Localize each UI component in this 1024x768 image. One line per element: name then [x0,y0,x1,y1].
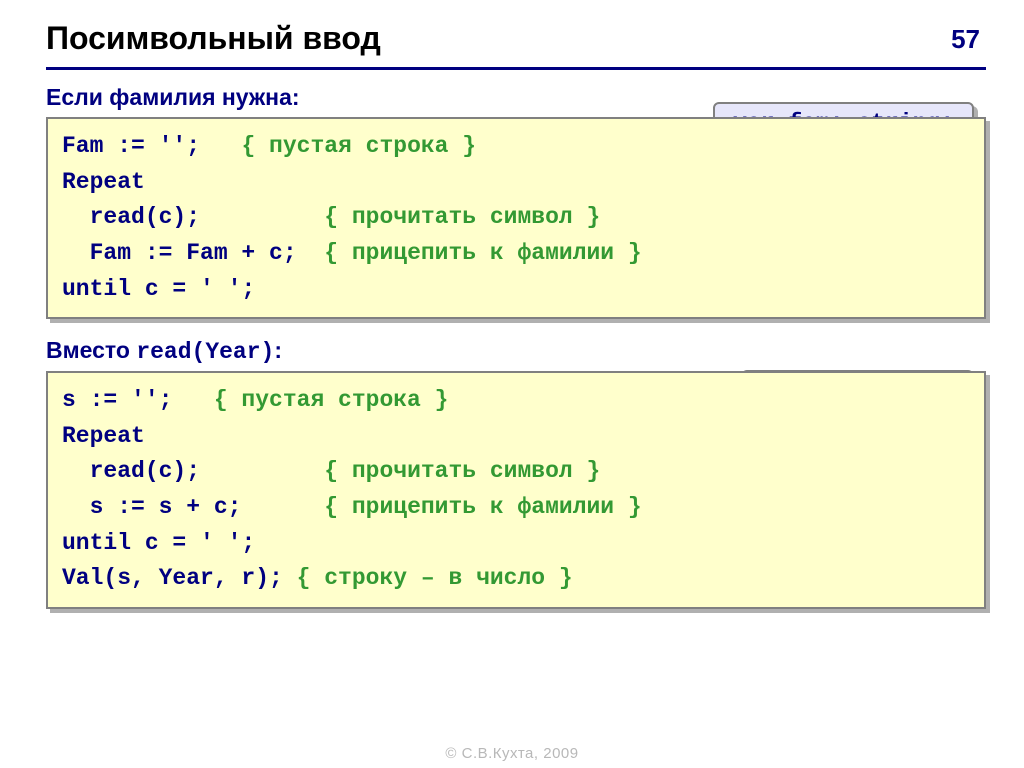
codebox-1: Fam := ''; { пустая строка } Repeat read… [46,117,986,319]
code-comment: { пустая строка } [214,387,449,413]
code-text: Fam := ''; [62,133,241,159]
code-comment: { прицепить к фамилии } [324,494,641,520]
heading-post: : [274,337,282,363]
code-text: until c = ' '; [62,276,255,302]
code-comment: { пустая строка } [241,133,476,159]
code-text: Val(s, Year, r); [62,565,297,591]
code-text: s := s + c; [62,494,324,520]
codebox-2: s := ''; { пустая строка } Repeat read(c… [46,371,986,609]
section2-heading: Вместо read(Year): [46,337,986,365]
footer-copyright: © С.В.Кухта, 2009 [0,745,1024,762]
page-number: 57 [951,24,980,55]
heading-pre: Вместо [46,337,136,363]
code-comment: { прочитать символ } [324,458,600,484]
code-text: Repeat [62,423,145,449]
code-text: read(c); [62,204,324,230]
code-text: s := ''; [62,387,214,413]
slide-title: Посимвольный ввод [46,20,986,57]
code-comment: { прицепить к фамилии } [324,240,641,266]
slide: 57 Посимвольный ввод Если фамилия нужна:… [0,0,1024,768]
code-comment: { строку – в число } [297,565,573,591]
code-text: Repeat [62,169,145,195]
heading-mono: read(Year) [136,339,274,365]
code-comment: { прочитать символ } [324,204,600,230]
code-text: Fam := Fam + c; [62,240,324,266]
code-text: until c = ' '; [62,530,255,556]
code-text: read(c); [62,458,324,484]
title-rule [46,67,986,70]
